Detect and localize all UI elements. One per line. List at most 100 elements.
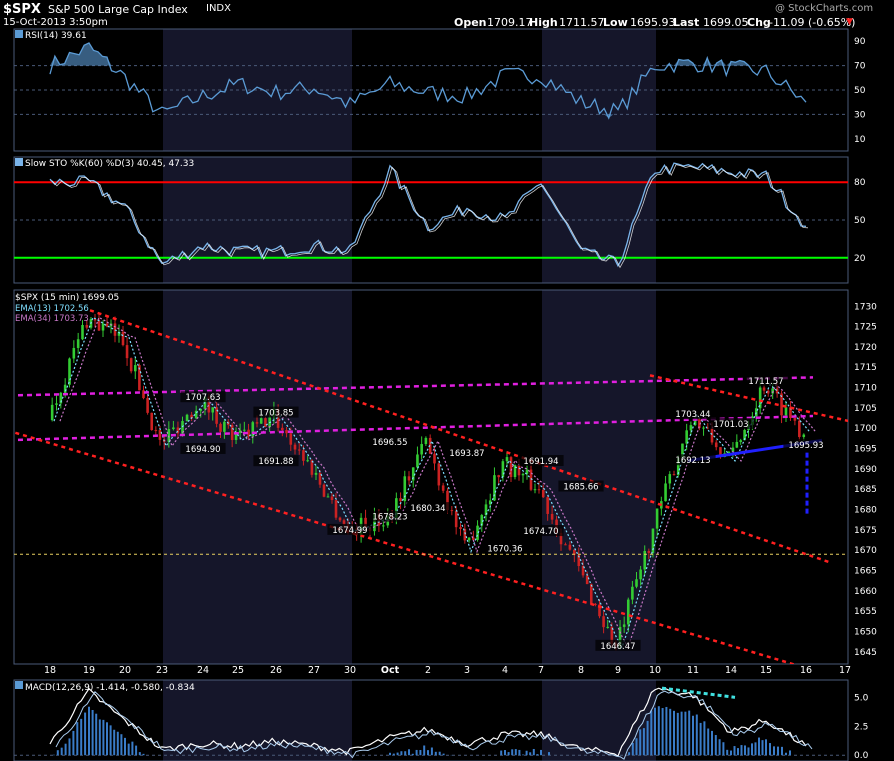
price-candle-body — [672, 474, 676, 476]
price-annotation-bg — [558, 480, 604, 492]
price-tick-label: 1680 — [854, 506, 877, 516]
price-annotation-bg — [444, 447, 490, 459]
rsi-legend: RSI(14) 39.61 — [25, 31, 87, 41]
price-candle-body — [446, 490, 449, 511]
price-candle-body — [63, 384, 67, 393]
price-annotation: 1695.93 — [788, 441, 823, 451]
price-annotation: 1670.36 — [487, 545, 522, 555]
x-axis-label: 3 — [464, 665, 470, 676]
macd-tick-label: 0.0 — [854, 751, 869, 761]
price-candle-body — [568, 544, 572, 550]
x-axis-label: 15 — [760, 665, 772, 676]
price-candle-body — [318, 472, 322, 485]
price-candle-body — [467, 537, 471, 541]
price-candle-body — [618, 626, 622, 646]
price-candle-body — [450, 510, 454, 512]
macd-legend-swatch — [15, 681, 23, 689]
price-candle-body — [285, 430, 288, 434]
rsi-plot — [49, 42, 807, 120]
price-tick-label: 1720 — [854, 343, 877, 353]
price-annotation: 1693.87 — [449, 449, 484, 459]
price-candle-body — [326, 496, 330, 498]
x-axis-label: 25 — [232, 665, 244, 676]
price-candle-body — [255, 422, 259, 424]
price-candle-body — [59, 392, 63, 404]
price-annotation-bg — [595, 639, 641, 651]
x-axis-label: 17 — [839, 665, 851, 676]
macd-line — [49, 687, 807, 758]
price-candle-body — [533, 489, 537, 491]
price-candle-body — [780, 393, 783, 416]
price-candle-body — [698, 418, 701, 428]
x-axis-label: 23 — [156, 665, 168, 676]
rsi-tick-label: 50 — [854, 86, 866, 96]
price-candle-body — [373, 513, 376, 532]
price-candle-body — [55, 403, 58, 405]
price-candle-body — [199, 408, 203, 411]
panel-border-price — [13, 289, 849, 665]
x-axis-label: 18 — [44, 665, 56, 676]
price-candle-body — [610, 626, 614, 644]
price-candle-body — [121, 331, 125, 346]
sto-d-line — [51, 164, 809, 269]
shade-band — [163, 680, 352, 761]
price-candle-body — [685, 430, 688, 444]
price-candle-body — [234, 432, 238, 440]
price-annotation: 1678.23 — [372, 513, 407, 523]
price-candle-body — [230, 425, 234, 440]
price-candle-body — [276, 408, 280, 428]
panel-border-macd — [13, 679, 849, 761]
price-candle-body — [546, 497, 549, 514]
header-open-label: Open — [454, 16, 487, 29]
ema34-legend: EMA(34) 1703.73 — [15, 314, 89, 324]
x-axis-label: 7 — [538, 665, 544, 676]
price-annotation: 1691.88 — [258, 457, 293, 467]
price-candle-body — [416, 454, 419, 468]
price-candle-body — [559, 532, 563, 545]
price-candle-body — [509, 457, 513, 478]
price-candle-body — [158, 430, 162, 440]
price-annotation: 1696.55 — [372, 438, 407, 448]
price-annotation-bg — [253, 455, 299, 467]
price-annotation: 1694.90 — [185, 445, 220, 455]
price-candle-body — [399, 498, 402, 502]
header-exchange: INDX — [206, 3, 231, 14]
x-axis-label: 11 — [687, 665, 699, 676]
price-candle-body — [681, 443, 684, 458]
rsi-legend-swatch — [15, 30, 23, 38]
price-candle-body — [639, 569, 642, 580]
price-annotation-bg — [405, 502, 451, 514]
sto-tick-label: 80 — [854, 178, 866, 188]
magenta-channel-upper — [14, 376, 814, 397]
price-annotation: 1674.99 — [332, 526, 367, 536]
price-candle-body — [594, 603, 597, 605]
macd-plot — [49, 686, 813, 760]
price-candle-body — [172, 427, 175, 430]
price-candle-body — [577, 554, 581, 567]
price-candle-body — [176, 427, 180, 434]
price-candle-body — [702, 427, 705, 429]
price-candle-body — [784, 407, 788, 416]
price-candle-body — [589, 584, 593, 604]
price-candle-body — [463, 528, 467, 541]
x-axis-label: 19 — [83, 665, 95, 676]
red-channel-lower — [14, 431, 798, 664]
price-tick-label: 1645 — [854, 648, 877, 658]
price-candle-body — [322, 484, 326, 497]
macd-divergence-line — [661, 686, 736, 699]
price-candle-body — [493, 475, 496, 501]
price-candle-body — [420, 444, 423, 455]
shade-band — [163, 157, 352, 283]
price-annotation: 1707.63 — [185, 393, 220, 403]
price-candle-body — [754, 408, 758, 417]
x-axis-label: 4 — [502, 665, 508, 676]
price-candle-body — [243, 429, 246, 431]
header-chg-label: Chg — [747, 16, 771, 29]
ema13-legend: EMA(13) 1702.56 — [15, 304, 89, 314]
x-axis-label: 26 — [270, 665, 282, 676]
price-candle-body — [238, 430, 242, 433]
down-arrow-icon: ▼ — [846, 17, 853, 27]
rsi-line — [49, 42, 807, 120]
header-open-value: 1709.17 — [487, 16, 533, 29]
price-candle-body — [154, 430, 158, 432]
